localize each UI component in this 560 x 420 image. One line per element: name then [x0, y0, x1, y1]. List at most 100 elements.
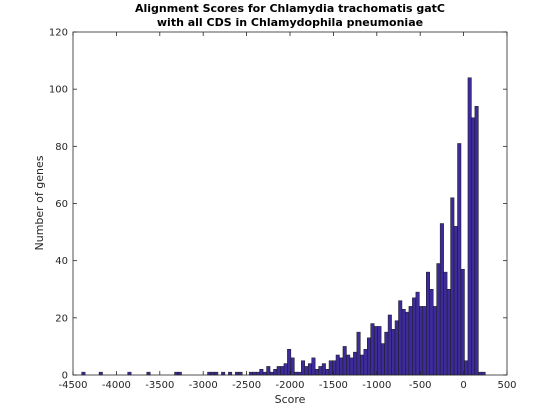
histogram-bar: [360, 354, 365, 376]
histogram-bar: [429, 289, 434, 376]
histogram-bar: [228, 371, 233, 376]
histogram-bar: [453, 226, 458, 376]
y-axis-label: Number of genes: [33, 155, 46, 250]
histogram-bar: [474, 106, 479, 376]
x-tick-label: -500: [409, 380, 432, 391]
histogram-bar: [259, 369, 264, 376]
histogram-bar: [207, 371, 212, 376]
histogram-bar: [221, 371, 226, 376]
histogram-bar: [373, 326, 378, 376]
histogram-bar: [460, 268, 465, 376]
histogram-bar: [328, 360, 333, 376]
x-tick-label: -2000: [275, 380, 304, 391]
histogram-bar: [238, 371, 243, 376]
x-axis-ticks: -4500 -4000 -3500 -3000 -2500 -2000 -1500 -1000…: [58, 32, 517, 391]
histogram-bar: [398, 300, 403, 376]
histogram-bar: [307, 363, 312, 376]
x-tick-label: 500: [497, 380, 516, 391]
histogram-bar: [370, 323, 375, 376]
x-tick-label: -2500: [232, 380, 261, 391]
histogram-bar: [342, 346, 347, 376]
histogram-bar: [346, 354, 351, 376]
histogram-bar: [367, 337, 371, 376]
histogram-bar: [450, 197, 455, 376]
y-tick-label: 40: [55, 256, 68, 267]
histogram-bar: [146, 371, 151, 376]
histogram-bar: [464, 360, 469, 376]
histogram-bar: [311, 357, 316, 376]
histogram-bar: [439, 223, 444, 376]
histogram-bar: [318, 366, 323, 376]
histogram-bar: [214, 371, 219, 376]
y-tick-label: 20: [55, 313, 68, 324]
histogram-bar: [356, 331, 361, 376]
histogram-bar: [273, 369, 278, 376]
histogram-bar: [283, 363, 288, 376]
histogram-bar: [210, 371, 215, 376]
histogram-bar: [81, 371, 86, 376]
histogram-bar: [443, 271, 448, 376]
histogram-bar: [363, 349, 368, 376]
x-tick-label: -3000: [189, 380, 218, 391]
histogram-bar: [478, 371, 483, 376]
histogram-bar: [436, 263, 441, 376]
histogram-bar: [481, 371, 486, 376]
histogram-bar: [419, 306, 424, 376]
x-axis-label: Score: [275, 393, 306, 406]
histogram-bar: [446, 289, 451, 376]
histogram-bar: [174, 371, 179, 376]
histogram-bar: [266, 366, 271, 376]
histogram-bar: [177, 371, 182, 376]
histogram-bar: [314, 369, 319, 376]
histogram-bar: [380, 343, 385, 376]
y-tick-label: 80: [55, 142, 68, 153]
histogram-bar: [304, 366, 309, 376]
histogram-bar: [280, 366, 285, 376]
histogram-bar: [325, 369, 330, 376]
histogram-bar: [335, 354, 340, 376]
x-tick-label: -4000: [102, 380, 131, 391]
histogram-bar: [252, 371, 257, 376]
y-tick-label: 100: [49, 85, 68, 96]
histogram-bar: [391, 329, 396, 376]
histogram-bar: [415, 291, 420, 376]
histogram-bar: [297, 371, 302, 376]
x-tick-label: -1500: [319, 380, 348, 391]
histogram-bar: [412, 297, 417, 376]
histogram-bar: [408, 306, 413, 376]
histogram-bar: [255, 371, 260, 376]
histogram-bar: [301, 360, 306, 376]
x-tick-label: -4500: [58, 380, 87, 391]
x-tick-label: 0: [460, 380, 466, 391]
y-tick-label: 0: [62, 371, 68, 382]
histogram-bar: [384, 331, 389, 376]
histogram-bar: [269, 371, 274, 376]
histogram-bar: [426, 271, 430, 376]
histogram-bar: [387, 314, 392, 376]
axes-frame: [72, 31, 508, 376]
histogram-bar: [339, 357, 344, 376]
histogram-bar: [467, 77, 472, 376]
histogram-bar: [349, 357, 354, 376]
y-tick-label: 120: [49, 28, 68, 39]
bars-group: [81, 77, 486, 376]
histogram-bar: [262, 371, 267, 376]
histogram-bar: [394, 320, 399, 376]
histogram-bar: [127, 371, 132, 376]
histogram-bar: [235, 371, 240, 376]
histogram-bar: [405, 311, 410, 376]
histogram-bar: [401, 309, 406, 376]
histogram-bar: [321, 363, 326, 376]
chart-title-line2: with all CDS in Chlamydophila pneumoniae: [157, 16, 423, 29]
histogram-bar: [422, 306, 427, 376]
histogram-bar: [98, 371, 103, 376]
histogram-bar: [294, 371, 299, 376]
histogram-bar: [471, 117, 476, 376]
y-tick-label: 60: [55, 199, 68, 210]
histogram-bar: [276, 366, 281, 376]
y-axis-ticks: 0 20 40 60 80 100 120: [49, 28, 507, 382]
chart-title-line1: Alignment Scores for Chlamydia trachomat…: [135, 2, 445, 15]
x-tick-label: -3500: [145, 380, 174, 391]
